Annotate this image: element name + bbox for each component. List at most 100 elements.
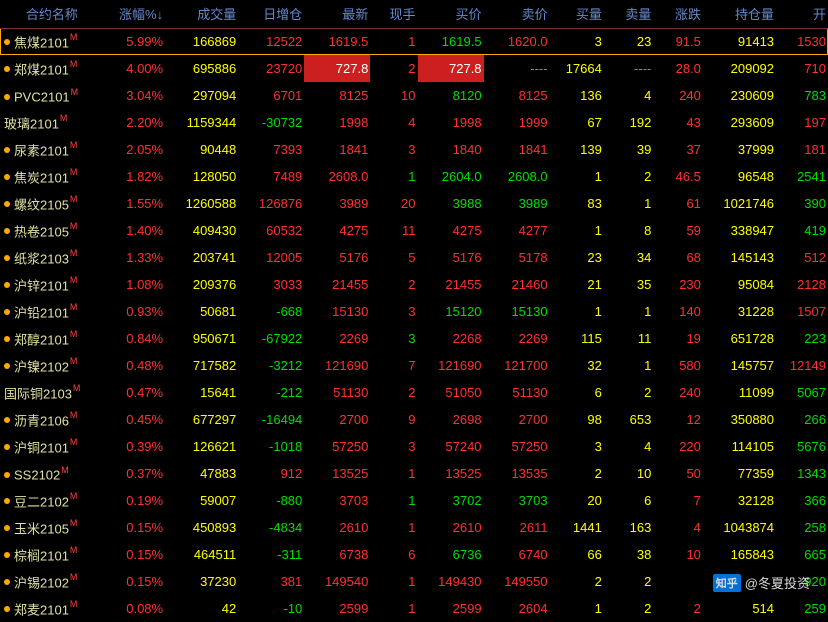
table-row[interactable]: 郑麦2101M0.08%42-102599125992604122514259 [0,595,828,622]
cell-pct: 4.00% [104,55,165,82]
cell-oi_chg: 912 [238,460,304,487]
cell-pct: 3.04% [104,82,165,109]
bullet-icon [4,309,10,315]
contract-name: 沪锡2102 [14,575,69,590]
table-row[interactable]: 沥青2106M0.45%677297-164942700926982700986… [0,406,828,433]
cell-chg: 580 [653,352,703,379]
contract-name-cell[interactable]: 尿素2101M [0,136,104,163]
cell-ask: 13535 [484,460,550,487]
contract-name-cell[interactable]: 螺纹2105M [0,190,104,217]
contract-name-cell[interactable]: 郑煤2101M [0,55,104,82]
table-row[interactable]: 尿素2101M2.05%9044873931841318401841139393… [0,136,828,163]
table-row[interactable]: 纸浆2103M1.33%2037411200551765517651782334… [0,244,828,271]
table-row[interactable]: 螺纹2105M1.55%1260588126876398920398839898… [0,190,828,217]
cell-last: 2610 [304,514,370,541]
contract-name-cell[interactable]: 沪锡2102M [0,568,104,595]
column-header[interactable]: 涨幅%↓ [104,0,165,28]
cell-ask: 4277 [484,217,550,244]
cell-open: 1507 [776,298,828,325]
contract-name: 郑醇2101 [14,332,69,347]
bullet-icon [4,579,10,585]
contract-name-cell[interactable]: 沪铅2101M [0,298,104,325]
table-row[interactable]: 玉米2105M0.15%450893-483426101261026111441… [0,514,828,541]
contract-name-cell[interactable]: 郑醇2101M [0,325,104,352]
column-header[interactable]: 现手 [370,0,417,28]
cell-last: 1619.5 [304,28,370,55]
bullet-icon [4,363,10,369]
table-row[interactable]: 棕榈2101M0.15%464511-311673866736674066381… [0,541,828,568]
cell-hand: 3 [370,325,417,352]
cell-last: 2599 [304,595,370,622]
table-row[interactable]: 热卷2105M1.40%4094306053242751142754277185… [0,217,828,244]
column-header[interactable]: 日增仓 [238,0,304,28]
bullet-icon [4,94,10,100]
table-row[interactable]: 豆二2102M0.19%59007-8803703137023703206732… [0,487,828,514]
table-row[interactable]: 沪铜2101M0.39%126621-101857250357240572503… [0,433,828,460]
cell-vol: 1260588 [165,190,238,217]
table-row[interactable]: 郑煤2101M4.00%69588623720727.82727.8----17… [0,55,828,82]
cell-bid: 727.8 [418,55,484,82]
contract-name-cell[interactable]: 焦炭2101M [0,163,104,190]
table-row[interactable]: 沪锌2101M1.08%2093763033214552214552146021… [0,271,828,298]
contract-name-cell[interactable]: SS2102M [0,460,104,487]
cell-bid: 1840 [418,136,484,163]
cell-oi: 114105 [703,433,776,460]
cell-bid: 121690 [418,352,484,379]
cell-oi: 1021746 [703,190,776,217]
cell-open: 258 [776,514,828,541]
contract-name-cell[interactable]: 郑麦2101M [0,595,104,622]
cell-vol: 203741 [165,244,238,271]
contract-name-cell[interactable]: 纸浆2103M [0,244,104,271]
contract-name-cell[interactable]: 棕榈2101M [0,541,104,568]
table-row[interactable]: PVC2101M3.04%297094670181251081208125136… [0,82,828,109]
main-contract-icon: M [71,87,79,97]
cell-bid: 2268 [418,325,484,352]
column-header[interactable]: 成交量 [165,0,238,28]
cell-askq: 163 [604,514,654,541]
table-row[interactable]: 焦煤2101M5.99%166869125221619.511619.51620… [0,28,828,55]
contract-name-cell[interactable]: 玻璃2101M [0,109,104,136]
contract-name-cell[interactable]: 沥青2106M [0,406,104,433]
table-row[interactable]: SS2102M0.37%4788391213525113525135352105… [0,460,828,487]
column-header[interactable]: 买量 [550,0,604,28]
column-header[interactable]: 最新 [304,0,370,28]
contract-name-cell[interactable]: PVC2101M [0,82,104,109]
cell-ask: 3989 [484,190,550,217]
cell-bid: 51050 [418,379,484,406]
column-header[interactable]: 卖价 [484,0,550,28]
table-row[interactable]: 沪铅2101M0.93%50681-6681513031512015130111… [0,298,828,325]
table-row[interactable]: 沪锡2102M0.15%3723038114954011494301495502… [0,568,828,595]
cell-last: 121690 [304,352,370,379]
cell-last: 6738 [304,541,370,568]
cell-askq: 653 [604,406,654,433]
column-header[interactable]: 涨跌 [653,0,703,28]
column-header[interactable]: 买价 [418,0,484,28]
contract-name-cell[interactable]: 玉米2105M [0,514,104,541]
column-header[interactable]: 卖量 [604,0,654,28]
table-row[interactable]: 国际铜2103M0.47%15641-212511302510505113062… [0,379,828,406]
header-row[interactable]: 合约名称涨幅%↓成交量日增仓最新现手买价卖价买量卖量涨跌持仓量开 [0,0,828,28]
cell-bidq: 98 [550,406,604,433]
contract-name-cell[interactable]: 焦煤2101M [0,28,104,55]
table-row[interactable]: 沪镍2102M0.48%717582-321212169071216901217… [0,352,828,379]
column-header[interactable]: 开 [776,0,828,28]
contract-name-cell[interactable]: 热卷2105M [0,217,104,244]
table-row[interactable]: 郑醇2101M0.84%950671-679222269322682269115… [0,325,828,352]
cell-bid: 1619.5 [418,28,484,55]
contract-name-cell[interactable]: 国际铜2103M [0,379,104,406]
cell-bidq: 1 [550,298,604,325]
column-header[interactable]: 合约名称 [0,0,104,28]
cell-oi_chg: 12522 [238,28,304,55]
cell-hand: 1 [370,595,417,622]
bullet-icon [4,39,10,45]
contract-name-cell[interactable]: 豆二2102M [0,487,104,514]
cell-chg: 2 [653,595,703,622]
column-header[interactable]: 持仓量 [703,0,776,28]
contract-name-cell[interactable]: 沪镍2102M [0,352,104,379]
cell-oi: 165843 [703,541,776,568]
table-row[interactable]: 焦炭2101M1.82%12805074892608.012604.02608.… [0,163,828,190]
table-row[interactable]: 玻璃2101M2.20%1159344-30732199841998199967… [0,109,828,136]
main-contract-icon: M [70,167,78,177]
contract-name-cell[interactable]: 沪锌2101M [0,271,104,298]
contract-name-cell[interactable]: 沪铜2101M [0,433,104,460]
